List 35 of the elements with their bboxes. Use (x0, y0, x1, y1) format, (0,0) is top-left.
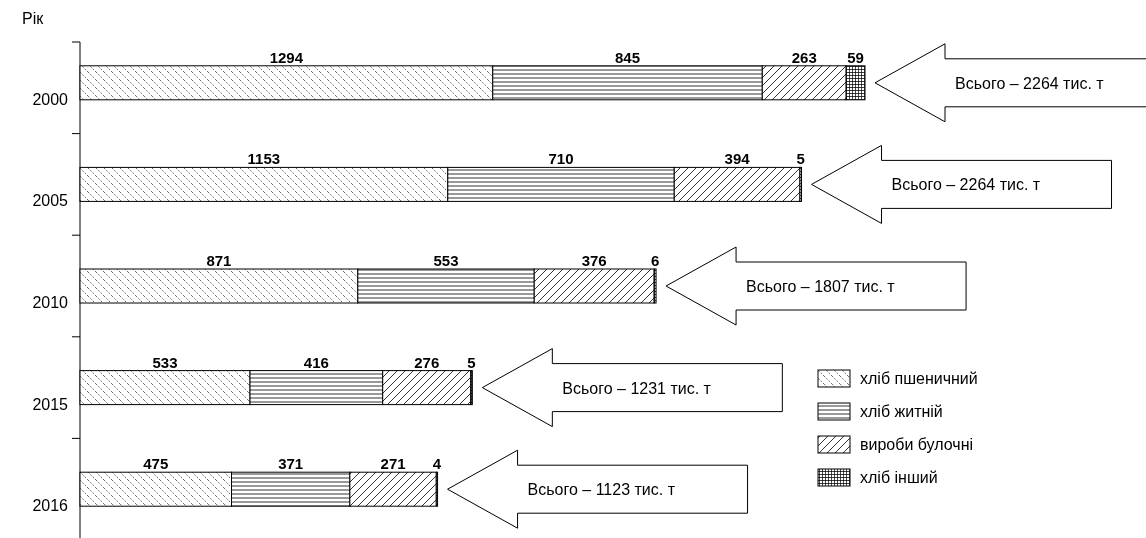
data-label: 5 (467, 353, 476, 371)
data-label: 376 (581, 252, 607, 269)
data-label: 533 (152, 353, 178, 371)
y-tick-label: 2016 (32, 497, 69, 515)
annotation: Всього – 1807 тис. т (746, 278, 896, 295)
data-label: 271 (380, 455, 406, 473)
legend-label: хліб пшеничний (860, 370, 978, 387)
data-label: 394 (724, 150, 751, 168)
y-tick-label: 2005 (32, 192, 69, 210)
data-label: 1294 (269, 48, 304, 66)
data-label: 553 (433, 252, 459, 269)
data-label: 371 (278, 455, 304, 473)
annotation: Всього – 1231 тис. т (562, 379, 712, 397)
data-label: 4 (432, 455, 442, 473)
data-label: 6 (650, 252, 660, 269)
annotation: Всього – 1123 тис. т (527, 481, 676, 499)
data-label: 263 (791, 48, 817, 66)
data-label: 416 (303, 353, 329, 371)
data-label: 59 (847, 48, 864, 66)
legend-label: хліб житній (860, 403, 943, 420)
y-tick-label: 2010 (32, 294, 69, 311)
data-label: 871 (206, 252, 232, 269)
data-label: 276 (414, 353, 440, 371)
legend-label: вироби булочні (860, 436, 974, 453)
data-label: 475 (143, 455, 169, 473)
data-label: 1153 (247, 150, 281, 168)
legend-label: хліб інший (860, 469, 938, 486)
y-tick-label: 2015 (32, 395, 69, 413)
data-label: 845 (615, 48, 641, 66)
data-label: 5 (796, 150, 805, 168)
y-axis-title: Рік (22, 10, 45, 27)
y-tick-label: 2000 (32, 90, 69, 108)
data-label: 710 (548, 150, 574, 168)
text: Всього – 2264 тис. т (891, 176, 1041, 194)
text: Всього – 2264 тис. т (955, 74, 1105, 92)
